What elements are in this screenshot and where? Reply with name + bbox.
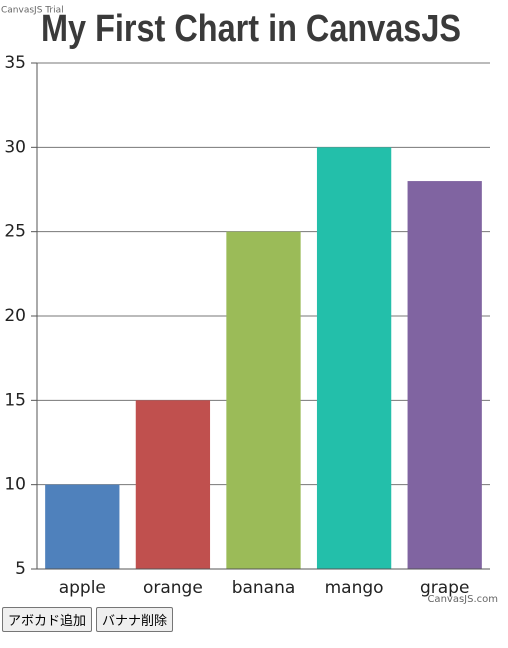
bar (135, 400, 211, 569)
y-tick-label: 5 (15, 559, 26, 579)
x-tick-label: grape (420, 578, 469, 598)
chart-title: My First Chart in CanvasJS (41, 8, 461, 50)
y-tick-label: 10 (4, 475, 26, 495)
bar (407, 181, 482, 570)
credit: CanvasJS.com (427, 594, 498, 604)
bar (316, 147, 392, 570)
y-tick-label: 35 (4, 53, 26, 73)
y-tick-label: 20 (4, 306, 26, 326)
x-tick-label: orange (143, 578, 203, 598)
bar (45, 484, 120, 569)
y-tick-label: 30 (4, 137, 26, 157)
x-tick-label: apple (59, 578, 106, 598)
y-tick-label: 15 (4, 390, 26, 410)
delete-button[interactable]: バナナ削除 (96, 607, 174, 632)
add-button[interactable]: アボカド追加 (2, 607, 93, 632)
trial-label: CanvasJS Trial (1, 6, 64, 16)
x-tick-label: banana (232, 578, 296, 598)
chart: CanvasJS Trial My First Chart in CanvasJ… (1, 6, 498, 605)
bar (226, 231, 301, 569)
button-bar: アボカド追加 バナナ削除 (2, 607, 174, 632)
x-tick-label: mango (325, 578, 384, 598)
y-tick-label: 25 (4, 222, 26, 242)
